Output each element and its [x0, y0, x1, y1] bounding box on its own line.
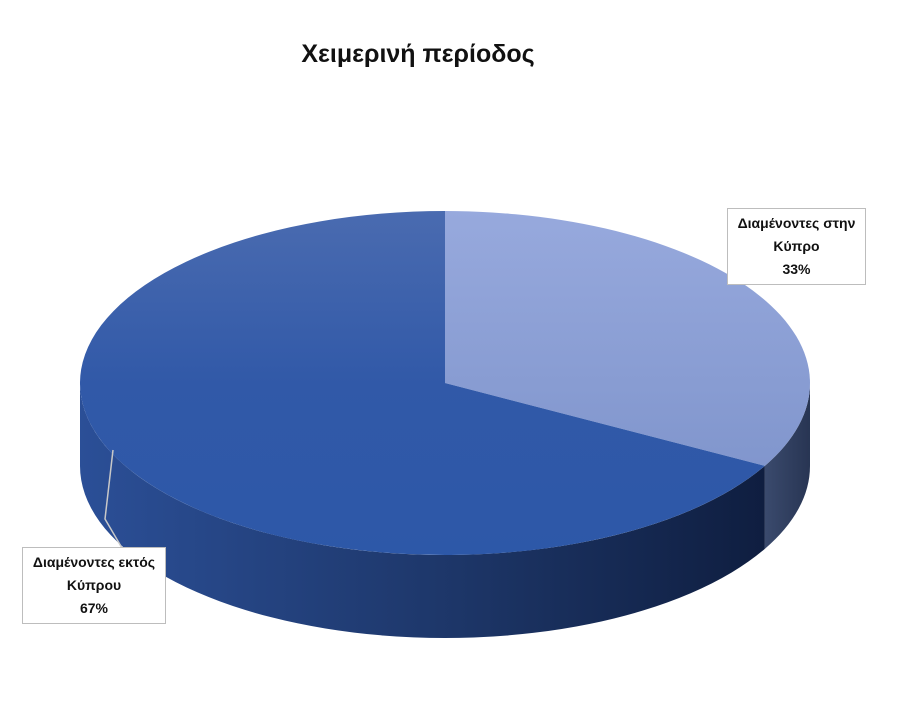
data-label-resident-cyprus: Διαμένοντες στην Κύπρο 33% — [727, 208, 866, 285]
data-label-resident-abroad: Διαμένοντες εκτός Κύπρου 67% — [22, 547, 166, 624]
data-label-line1: Διαμένοντες εκτός — [32, 554, 156, 570]
data-label-value: 33% — [782, 261, 811, 277]
pie-slice-1 — [79, 211, 765, 556]
data-label-line2: Κύπρο — [773, 238, 820, 254]
data-label-line2: Κύπρου — [66, 577, 122, 593]
pie-slice-0 — [445, 211, 810, 466]
pie-slice-side-1 — [80, 383, 765, 638]
data-label-line1: Διαμένοντες στην — [737, 215, 856, 231]
pie-slice-side-0 — [764, 383, 810, 549]
data-label-value: 67% — [79, 600, 109, 616]
chart-title: Χειμερινή περίοδος — [301, 40, 535, 68]
leader-line-resident-abroad — [104, 449, 123, 549]
